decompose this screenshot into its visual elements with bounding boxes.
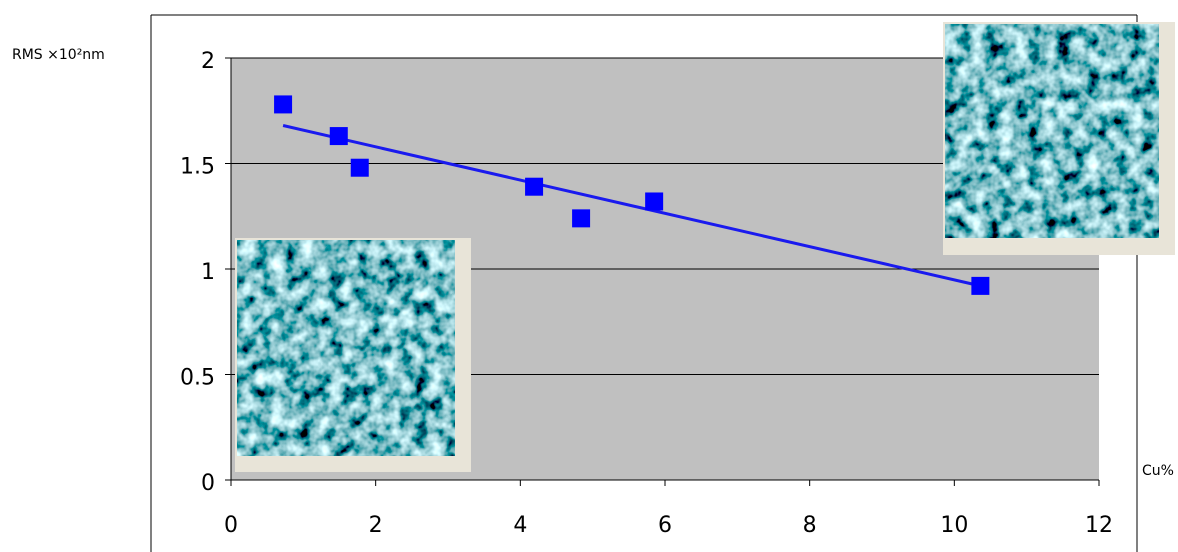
- trend-line: [282, 124, 981, 288]
- x-axis-label: Cu%: [1142, 463, 1174, 479]
- y-axis-label: RMS ×10²nm: [12, 47, 105, 63]
- x-tick-label: 4: [513, 513, 527, 538]
- x-tick-label: 6: [658, 513, 672, 538]
- x-tick-label: 0: [224, 513, 238, 538]
- data-point: [971, 276, 990, 295]
- x-tick-label: 8: [803, 513, 817, 538]
- x-tick-label: 2: [369, 513, 383, 538]
- x-tick-label: 10: [940, 513, 968, 538]
- data-point: [329, 127, 348, 146]
- data-point: [645, 192, 664, 211]
- inset-image: [235, 238, 471, 472]
- x-tick-label: 12: [1085, 513, 1113, 538]
- inset-image: [943, 22, 1175, 255]
- data-point: [525, 177, 544, 196]
- data-point: [274, 95, 293, 114]
- y-tick-label: 1.5: [180, 155, 215, 180]
- y-tick-label: 0.5: [180, 366, 215, 391]
- data-point: [350, 158, 369, 177]
- data-point: [572, 209, 591, 228]
- y-tick-label: 2: [201, 49, 215, 74]
- y-tick-label: 1: [201, 260, 215, 285]
- y-tick-label: 0: [201, 471, 215, 496]
